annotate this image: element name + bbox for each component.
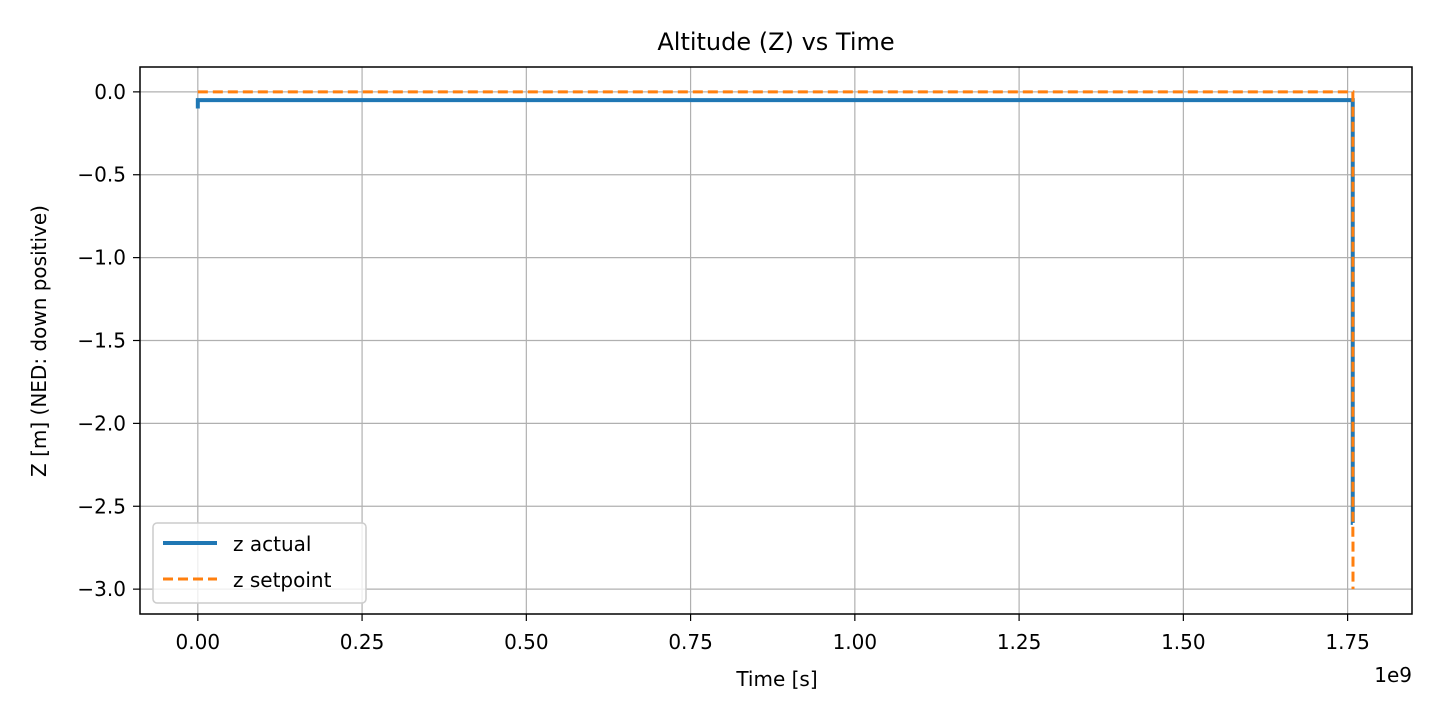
x-tick-label: 0.50 <box>504 630 549 654</box>
x-tick-label: 0.00 <box>176 630 221 654</box>
y-tick-label: −3.0 <box>77 577 126 601</box>
legend: z actual z setpoint <box>152 522 367 604</box>
x-axis-label: Time [s] <box>735 667 817 691</box>
y-tick-label: −1.0 <box>77 246 126 270</box>
x-axis-scale-label: 1e9 <box>1374 663 1412 687</box>
x-tick-label: 1.50 <box>1161 630 1206 654</box>
x-tick-label: 1.25 <box>997 630 1042 654</box>
x-tick-label: 0.25 <box>340 630 385 654</box>
x-tick-label: 1.75 <box>1325 630 1370 654</box>
x-tick-label: 1.00 <box>833 630 878 654</box>
grid-lines <box>140 67 1412 614</box>
series-lines <box>195 90 1355 590</box>
y-axis-label: Z [m] (NED: down positive) <box>27 205 51 477</box>
chart-title: Altitude (Z) vs Time <box>657 28 894 56</box>
legend-label-z-setpoint: z setpoint <box>233 568 332 592</box>
y-tick-label: −1.5 <box>77 329 126 353</box>
y-tick-label: 0.0 <box>94 80 126 104</box>
x-tick-label: 0.75 <box>668 630 713 654</box>
y-tick-label: −2.0 <box>77 411 126 435</box>
plot-frame <box>139 66 1413 615</box>
axis-ticks: 0.00 0.25 0.50 0.75 1.00 1.25 1.50 1.75 0.0 −0.5 −… <box>77 80 1369 654</box>
y-tick-label: −2.5 <box>77 494 126 518</box>
legend-label-z-actual: z actual <box>233 532 311 556</box>
y-tick-label: −0.5 <box>77 163 126 187</box>
series-line-z-setpoint <box>197 90 1355 590</box>
